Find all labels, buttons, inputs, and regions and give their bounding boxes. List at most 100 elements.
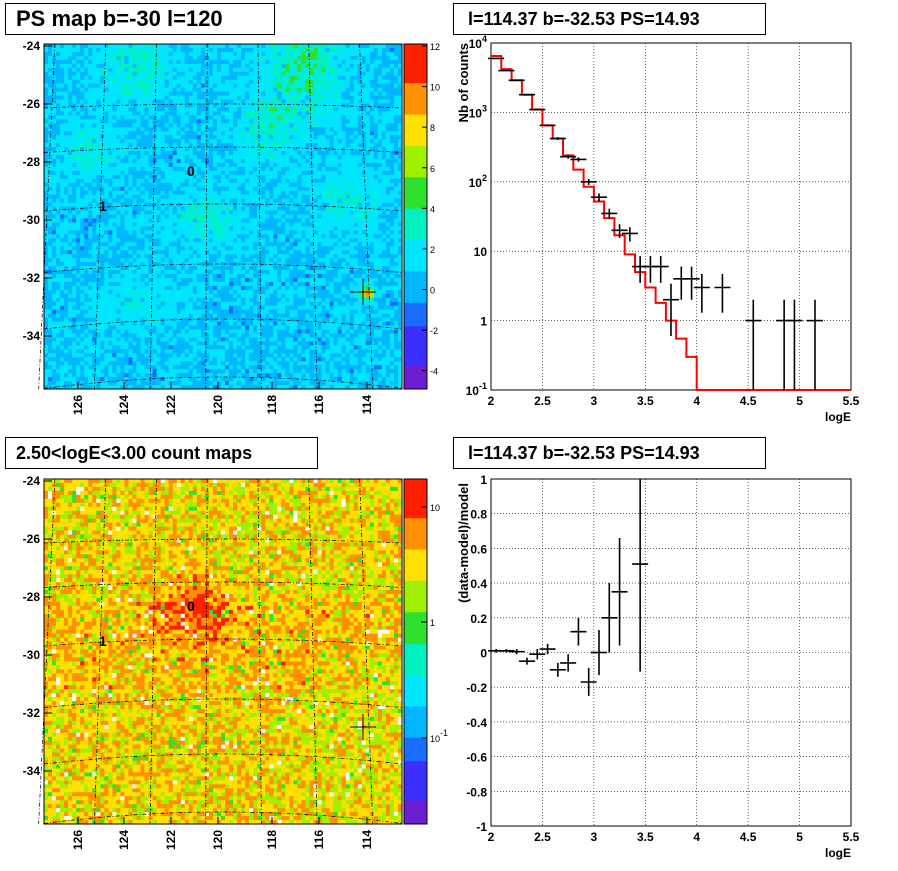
colorbar-cell xyxy=(404,106,427,116)
data-point xyxy=(488,57,505,60)
residual-point xyxy=(549,662,566,677)
x-tick-label: 4 xyxy=(693,830,700,844)
data-point xyxy=(714,273,731,313)
colorbar-cell xyxy=(404,185,427,194)
y-tick-label: -28 xyxy=(23,590,41,604)
colorbar-tick-label: 8 xyxy=(430,123,435,133)
data-point xyxy=(786,299,803,390)
x-tick-label: 116 xyxy=(312,395,326,415)
colorbar-cell xyxy=(404,169,427,178)
colorbar-cell xyxy=(404,75,427,84)
y-axis-label: Nb of counts xyxy=(456,43,471,122)
colorbar-cell xyxy=(404,800,427,809)
colorbar-tick-label: -4 xyxy=(430,367,438,377)
meridian-line xyxy=(94,478,107,825)
y-tick-label: -34 xyxy=(23,329,41,343)
colorbar-cell xyxy=(404,349,427,359)
x-axis-label: logE xyxy=(825,846,851,860)
x-tick-label: 2 xyxy=(488,394,495,408)
parallel-line xyxy=(43,318,403,330)
data-point xyxy=(683,266,700,300)
y-tick-label: 1 xyxy=(480,315,487,329)
data-point xyxy=(807,299,823,390)
colorbar-cell xyxy=(404,365,427,374)
x-tick-label: 118 xyxy=(265,395,279,415)
colorbar-cell xyxy=(404,667,427,676)
colorbar-cell xyxy=(404,200,427,210)
colorbar-cell xyxy=(404,145,427,155)
x-tick-label: 124 xyxy=(117,830,131,850)
sky-map-3 xyxy=(38,478,403,825)
colorbar-cell xyxy=(404,690,427,700)
y-tick-label: -30 xyxy=(23,648,41,662)
colorbar-cell xyxy=(404,247,427,257)
colorbar-cell xyxy=(404,224,427,233)
x-tick-label: 5 xyxy=(796,394,803,408)
colorbar-cell xyxy=(404,67,427,76)
colorbar-cell xyxy=(404,486,427,496)
y-tick-label: -0.6 xyxy=(466,751,487,765)
y-tick-label: 0 xyxy=(480,647,487,661)
data-point xyxy=(591,193,607,202)
meridian-line xyxy=(205,43,208,390)
residual-grid xyxy=(490,478,852,827)
data-point xyxy=(580,178,597,185)
colorbar-cell xyxy=(404,737,427,747)
colorbar-cell xyxy=(404,808,427,817)
colorbar-cell xyxy=(404,98,427,108)
data-point xyxy=(663,283,679,336)
data-point xyxy=(652,256,669,283)
source-label-1: 1 xyxy=(99,633,107,649)
y-tick-label: 10 xyxy=(474,245,488,259)
colorbar-cell xyxy=(404,698,427,707)
x-tick-label: 118 xyxy=(265,830,279,850)
y-tick-label: -32 xyxy=(23,706,41,720)
x-tick-label: 114 xyxy=(360,395,374,415)
y-tick-label: -30 xyxy=(23,213,41,227)
colorbar-cell xyxy=(404,255,427,265)
map-frame xyxy=(43,478,403,825)
colorbar-tick-label: -2 xyxy=(430,326,438,336)
colorbar-cell xyxy=(404,557,427,566)
data-point xyxy=(601,208,618,220)
colorbar-cell xyxy=(404,651,427,660)
x-tick-label: 124 xyxy=(117,395,131,415)
x-tick-label: 5 xyxy=(796,830,803,844)
colorbar-cell xyxy=(404,573,427,582)
parallel-line xyxy=(43,698,403,708)
y-tick-label: 10-1 xyxy=(466,381,487,398)
colorbar-cell xyxy=(404,153,427,163)
colorbar-cell xyxy=(404,341,427,351)
colorbar-cell xyxy=(404,776,427,786)
colorbar-tick-label: 1 xyxy=(430,618,435,628)
colorbar-cell xyxy=(404,745,427,754)
x-tick-label: 120 xyxy=(211,830,225,850)
x-tick-label: 3.5 xyxy=(637,830,654,844)
colorbar-cell xyxy=(404,271,427,280)
colorbar-cell xyxy=(404,816,427,825)
x-tick-label: 3 xyxy=(591,830,598,844)
map-frame xyxy=(43,43,403,390)
colorbar-cell xyxy=(404,138,427,147)
meridian-line xyxy=(257,43,262,390)
x-tick-label: 4 xyxy=(693,394,700,408)
colorbar-tick-label: 4 xyxy=(430,204,435,214)
x-tick-label: 122 xyxy=(164,395,178,415)
x-tick-label: 120 xyxy=(211,395,225,415)
count-map-title: 2.50<logE<3.00 count maps xyxy=(5,437,318,469)
x-tick-label: 2.5 xyxy=(534,830,551,844)
x-tick-label: 122 xyxy=(164,830,178,850)
colorbar-cell xyxy=(404,279,427,288)
colorbar-frame xyxy=(403,478,428,825)
colorbar-cell xyxy=(404,612,427,621)
meridian-line xyxy=(308,43,318,390)
meridian-line xyxy=(149,478,157,825)
x-tick-label: 3 xyxy=(591,394,598,408)
colorbar-cell xyxy=(404,192,427,202)
colorbar-cell xyxy=(404,659,427,668)
y-tick-label: -24 xyxy=(23,39,41,53)
colorbar-cell xyxy=(404,177,427,186)
coordinate-grid xyxy=(38,43,403,390)
colorbar-tick-label: 0 xyxy=(430,286,435,296)
